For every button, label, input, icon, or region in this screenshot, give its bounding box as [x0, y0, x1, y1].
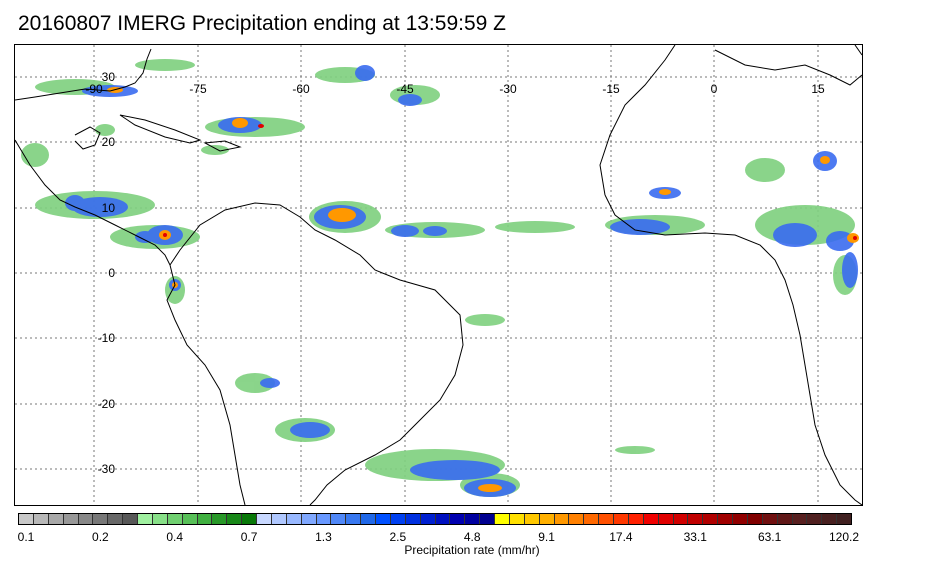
colorbar-tick-label: 9.1 — [538, 530, 555, 544]
colorbar-swatch — [747, 514, 763, 524]
colorbar-swatch — [19, 514, 34, 524]
colorbar-swatch — [524, 514, 540, 524]
colorbar-swatch — [688, 514, 704, 524]
map-canvas: -90 -75 -60 -45 -30 -15 0 15 30 20 10 0 -10 -20 -30 — [15, 45, 862, 505]
latitude-label: 10 — [102, 201, 116, 215]
colorbar-swatch — [495, 514, 510, 524]
colorbar-swatch — [197, 514, 213, 524]
colorbar-swatch — [420, 514, 436, 524]
map-gridlines — [15, 45, 862, 505]
colorbar-swatch — [822, 514, 838, 524]
latitude-label: -30 — [98, 462, 116, 476]
colorbar-caption: Precipitation rate (mm/hr) — [404, 543, 540, 557]
colorbar-swatch — [242, 514, 257, 524]
colorbar-swatch — [465, 514, 481, 524]
colorbar-swatch — [33, 514, 49, 524]
latitude-label: 0 — [108, 266, 115, 280]
colorbar-tick-label: 0.1 — [17, 530, 35, 544]
colorbar-swatch — [212, 514, 228, 524]
colorbar-tick-label: 63.1 — [757, 530, 782, 544]
longitude-label: -45 — [396, 82, 414, 96]
colorbar-swatch — [257, 514, 272, 524]
colorbar-swatch — [361, 514, 376, 524]
longitude-label: -90 — [85, 82, 103, 96]
colorbar-swatch — [703, 514, 719, 524]
colorbar-tick-label: 120.2 — [828, 530, 860, 544]
longitude-label: 0 — [711, 82, 718, 96]
colorbar-swatch — [628, 514, 644, 524]
colorbar-swatch — [271, 514, 287, 524]
colorbar-swatch — [331, 514, 347, 524]
latitude-label: 30 — [102, 70, 116, 84]
precipitation-areas — [21, 59, 859, 497]
colorbar-swatch — [643, 514, 659, 524]
colorbar-swatch — [167, 514, 183, 524]
longitude-label: -30 — [499, 82, 517, 96]
colorbar-swatch — [762, 514, 778, 524]
colorbar-swatch — [554, 514, 570, 524]
precipitation-map: -90 -75 -60 -45 -30 -15 0 15 30 20 10 0 -10 -20 -30 — [14, 44, 863, 506]
colorbar-swatch — [376, 514, 391, 524]
colorbar-tick-label: 33.1 — [683, 530, 707, 544]
colorbar-swatch — [837, 514, 851, 524]
colorbar-swatch — [777, 514, 793, 524]
colorbar-swatch — [48, 514, 64, 524]
colorbar-tick-label: 17.4 — [609, 530, 633, 544]
colorbar-swatch — [346, 514, 362, 524]
latitude-labels: 30 20 10 0 -10 -20 -30 — [98, 70, 116, 476]
latitude-label: -10 — [98, 331, 116, 345]
colorbar-swatch — [78, 514, 94, 524]
colorbar-swatch — [286, 514, 302, 524]
colorbar-swatch — [63, 514, 79, 524]
colorbar-tick-label: 0.2 — [92, 530, 109, 544]
colorbar-swatch — [450, 514, 466, 524]
colorbar-swatch — [405, 514, 421, 524]
colorbar-swatch — [390, 514, 406, 524]
colorbar — [18, 513, 852, 525]
longitude-label: -75 — [189, 82, 207, 96]
coastlines — [15, 45, 862, 505]
colorbar-swatch — [509, 514, 525, 524]
longitude-labels: -90 -75 -60 -45 -30 -15 0 15 — [85, 82, 825, 96]
latitude-label: 20 — [102, 135, 116, 149]
colorbar-swatch — [152, 514, 168, 524]
map-title: 20160807 IMERG Precipitation ending at 1… — [18, 12, 506, 35]
colorbar-swatch — [435, 514, 451, 524]
colorbar-swatch — [182, 514, 198, 524]
colorbar-swatch — [93, 514, 109, 524]
colorbar-swatch — [316, 514, 332, 524]
colorbar-swatch — [569, 514, 585, 524]
colorbar-swatch — [480, 514, 495, 524]
colorbar-swatch — [658, 514, 674, 524]
colorbar-swatch — [792, 514, 808, 524]
colorbar-swatch — [138, 514, 153, 524]
colorbar-swatch — [614, 514, 629, 524]
colorbar-swatch — [807, 514, 823, 524]
colorbar-swatch — [733, 514, 748, 524]
colorbar-tick-labels: 0.1 0.2 0.4 0.7 1.3 2.5 4.8 9.1 17.4 33.1 63.1 120.… — [0, 530, 944, 546]
colorbar-swatch — [227, 514, 243, 524]
colorbar-swatch — [673, 514, 689, 524]
longitude-label: -15 — [602, 82, 620, 96]
longitude-label: -60 — [292, 82, 310, 96]
colorbar-tick-label: 0.4 — [166, 530, 184, 544]
colorbar-swatch — [108, 514, 124, 524]
colorbar-swatch — [718, 514, 733, 524]
colorbar-swatch — [539, 514, 555, 524]
colorbar-swatch — [301, 514, 317, 524]
longitude-label: 15 — [811, 82, 825, 96]
latitude-label: -20 — [98, 397, 116, 411]
colorbar-tick-label: 4.8 — [463, 530, 481, 544]
colorbar-tick-label: 2.5 — [389, 530, 407, 544]
colorbar-swatch — [584, 514, 600, 524]
colorbar-swatch — [123, 514, 138, 524]
colorbar-tick-label: 0.7 — [240, 530, 258, 544]
colorbar-swatch — [599, 514, 614, 524]
colorbar-tick-label: 1.3 — [315, 530, 332, 544]
